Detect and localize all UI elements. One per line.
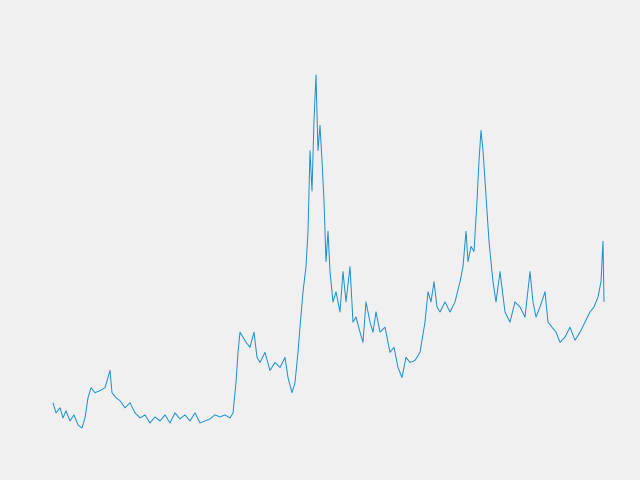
- line: [52, 74, 605, 429]
